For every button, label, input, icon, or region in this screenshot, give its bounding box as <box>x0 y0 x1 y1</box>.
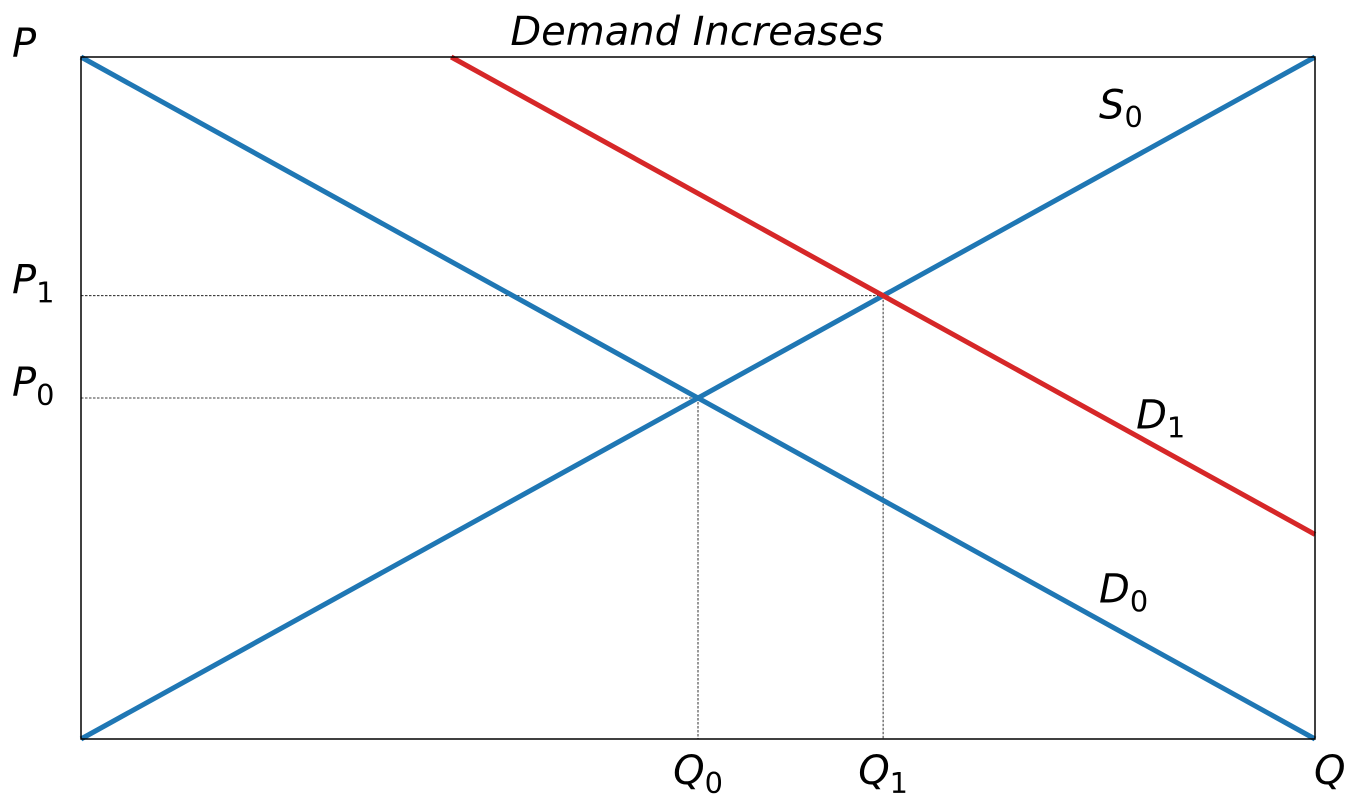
y-tick-label-0-subscript: 0 <box>36 378 54 412</box>
x-tick-label-0-subscript: 0 <box>705 766 723 800</box>
y-tick-label-1-subscript: 1 <box>36 276 54 310</box>
curve-label-s0-subscript: 0 <box>1124 100 1142 134</box>
curve-label-s0-letter: S <box>1099 82 1124 128</box>
chart-title: Demand Increases <box>510 9 883 55</box>
y-tick-label-1: P1 <box>12 258 54 310</box>
x-axis-label: Q <box>1314 748 1345 794</box>
equilibrium-guides <box>81 295 884 739</box>
curve-label-d1: D1 <box>1136 393 1185 445</box>
curve-label-d0-subscript: 0 <box>1130 584 1148 618</box>
curve-d1 <box>449 54 1317 537</box>
y-tick-label-0-letter: P <box>12 360 37 406</box>
curve-label-d1-letter: D <box>1136 393 1167 439</box>
x-tick-label-1: Q1 <box>858 748 908 800</box>
curve-label-s0: S0 <box>1099 82 1143 134</box>
y-tick-label-1-letter: P <box>12 258 37 304</box>
x-tick-label-1-subscript: 1 <box>890 766 908 800</box>
y-axis-label: P <box>12 21 37 67</box>
curve-label-d0: D0 <box>1099 567 1148 619</box>
curve-d0 <box>79 54 1317 742</box>
curves <box>79 54 1317 742</box>
curve-label-d1-subscript: 1 <box>1167 410 1185 444</box>
x-tick-label-0: Q0 <box>673 748 723 800</box>
curve-label-d0-letter: D <box>1099 567 1130 613</box>
x-tick-label-0-letter: Q <box>673 748 704 794</box>
plot-frame <box>80 56 1316 740</box>
y-tick-label-0: P0 <box>12 360 54 412</box>
x-tick-label-1-letter: Q <box>858 748 889 794</box>
